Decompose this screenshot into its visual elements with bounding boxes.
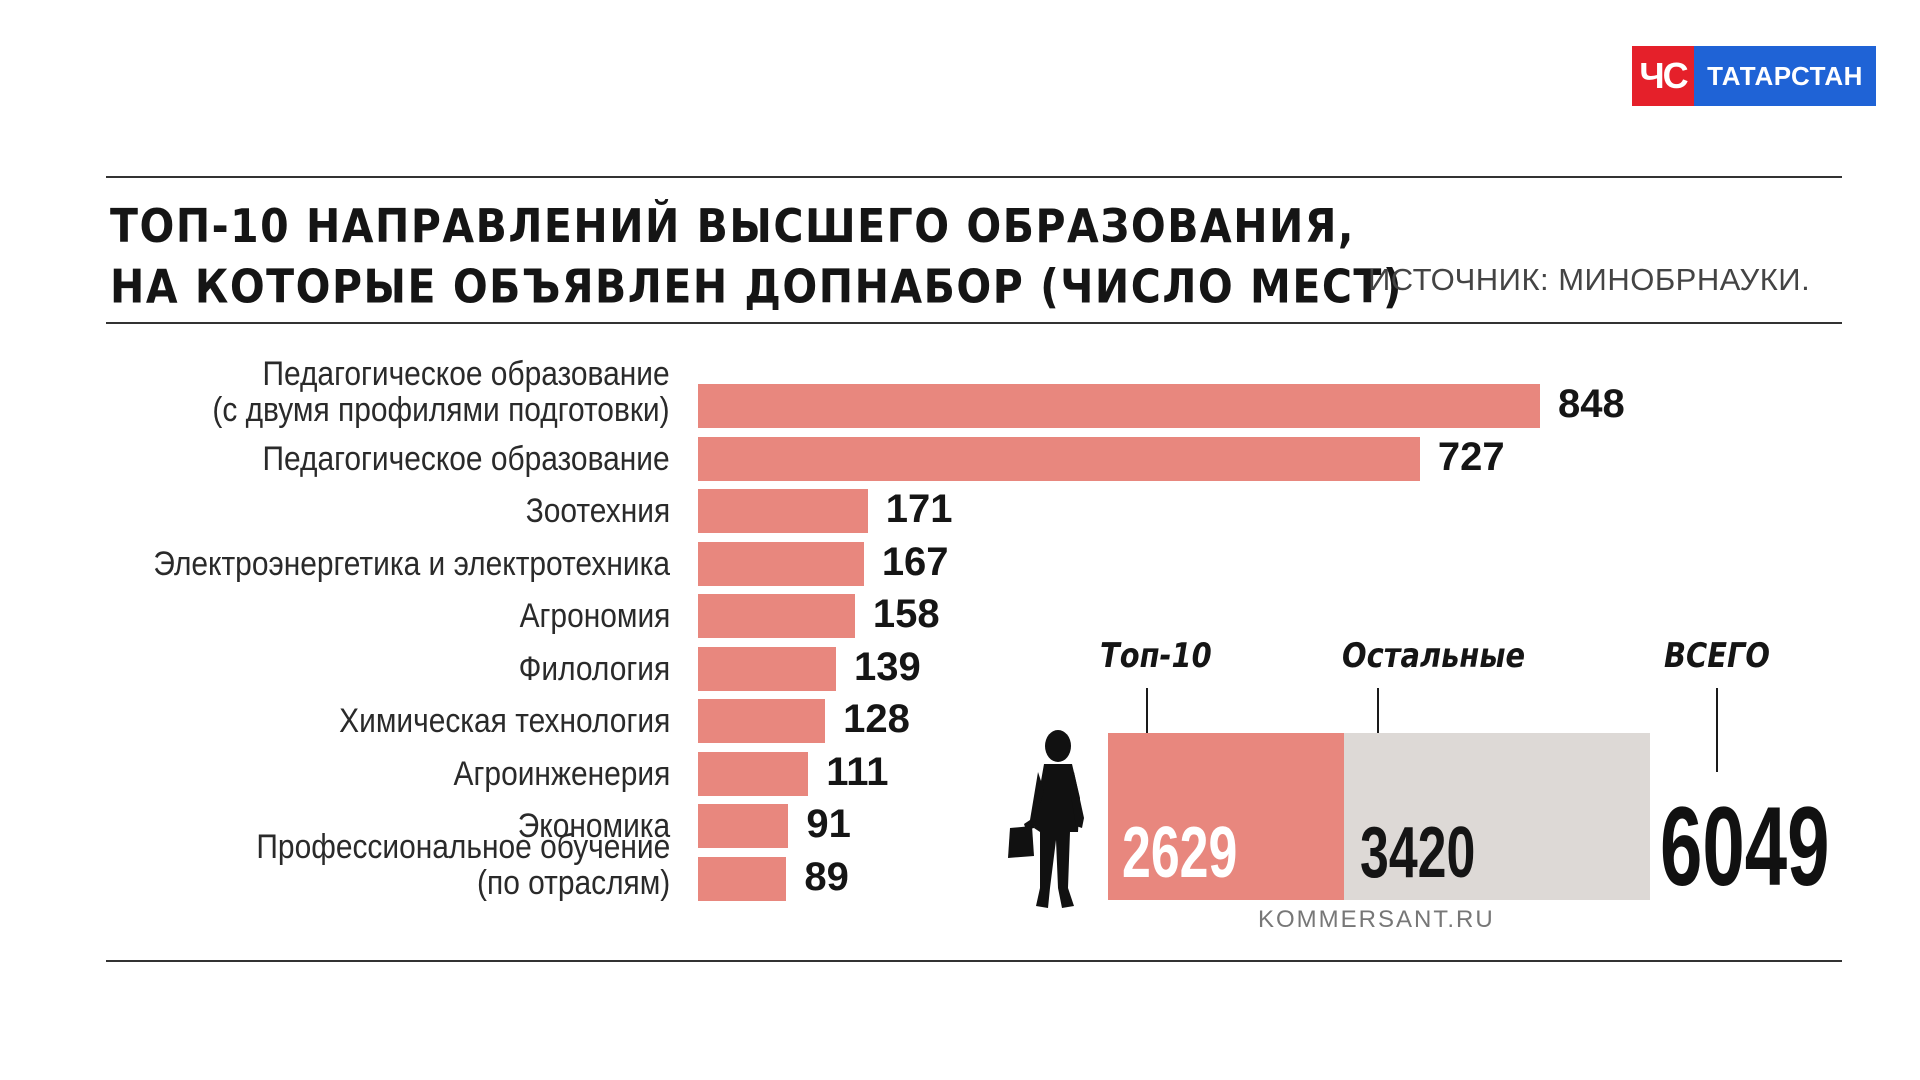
bar <box>698 699 826 743</box>
bar-value-label: 139 <box>854 644 921 689</box>
category-label-line: Агрономия <box>519 597 670 635</box>
category-label: Химическая технология <box>339 703 670 739</box>
category-label: Филология <box>518 651 670 687</box>
category-label: Зоотехния <box>526 493 670 529</box>
bar-value-label: 128 <box>843 697 910 741</box>
category-label-line: Профессиональное обучение <box>256 827 670 866</box>
top10-value: 2629 <box>1122 813 1238 893</box>
category-label: Агрономия <box>519 598 670 634</box>
category-label: Электроэнергетика и электротехника <box>153 546 670 582</box>
category-label-line: (по отраслям) <box>476 863 670 902</box>
category-label-line: Педагогическое образование <box>262 439 670 478</box>
credit-label: KOMMERSANT.RU <box>1258 906 1495 933</box>
top10-segment <box>1108 733 1344 900</box>
others-heading: Остальные <box>1342 636 1526 676</box>
brand-logo: ЧС ТАТАРСТАН <box>1632 46 1876 106</box>
top10-tick <box>1146 688 1148 772</box>
bar <box>698 646 837 691</box>
source-note: ИСТОЧНИК: МИНОБРНАУКИ. <box>1368 262 1811 297</box>
bar-value-label: 89 <box>804 854 849 899</box>
logo-name: ТАТАРСТАН <box>1694 46 1876 106</box>
category-label: Экономика <box>518 808 670 844</box>
logo-abbrev: ЧС <box>1632 46 1694 106</box>
category-label: Педагогическое образование <box>263 441 670 477</box>
bar <box>698 751 809 796</box>
bar-value-label: 171 <box>885 487 953 531</box>
category-label-line: (с двумя профилями подготовки) <box>212 391 670 429</box>
others-segment <box>1344 733 1650 900</box>
top-rule <box>106 176 1842 178</box>
title-line-2: НА КОТОРЫЕ ОБЪЯВЛЕН ДОПНАБОР (ЧИСЛО МЕСТ… <box>110 259 1404 314</box>
category-label-line: Зоотехния <box>525 492 670 530</box>
category-label-line: Экономика <box>517 807 670 845</box>
bar-value-label: 848 <box>1558 382 1625 426</box>
bar <box>698 436 1420 481</box>
bar-value-label: 91 <box>806 802 851 846</box>
bar <box>698 489 868 533</box>
category-label-line: Электроэнергетика и электротехника <box>153 544 670 583</box>
category-label-line: Педагогическое образование <box>262 355 670 393</box>
top10-heading: Топ-10 <box>1100 636 1212 676</box>
category-label-line: Химическая технология <box>338 702 670 740</box>
others-tick <box>1377 688 1379 772</box>
category-label: Агроинженерия <box>453 756 670 792</box>
bar <box>698 594 855 638</box>
bar <box>698 384 1540 428</box>
bar <box>698 856 787 901</box>
category-label: Профессиональное обучение (по отраслям) <box>256 829 670 901</box>
bar-value-label: 111 <box>826 749 889 794</box>
bar-value-label: 167 <box>881 539 949 584</box>
title-rule <box>106 322 1842 324</box>
bar <box>698 804 789 848</box>
bar <box>698 541 864 586</box>
bar-value-label: 158 <box>872 592 940 636</box>
title-line-1: ТОП-10 НАПРАВЛЕНИЙ ВЫСШЕГО ОБРАЗОВАНИЯ, <box>110 199 1355 254</box>
bar-value-label: 727 <box>1437 434 1505 479</box>
chart-title: ТОП-10 НАПРАВЛЕНИЙ ВЫСШЕГО ОБРАЗОВАНИЯ, … <box>110 196 1403 317</box>
category-label-line: Филология <box>518 649 670 688</box>
total-heading: ВСЕГО <box>1664 636 1770 676</box>
category-label: Педагогическое образование (с двумя профи… <box>213 356 670 428</box>
bottom-rule <box>106 960 1842 962</box>
others-value: 3420 <box>1360 813 1476 893</box>
total-tick <box>1716 688 1718 772</box>
category-label-line: Агроинженерия <box>453 754 670 793</box>
total-value: 6049 <box>1660 784 1830 909</box>
person-silhouette-icon <box>1008 730 1084 908</box>
